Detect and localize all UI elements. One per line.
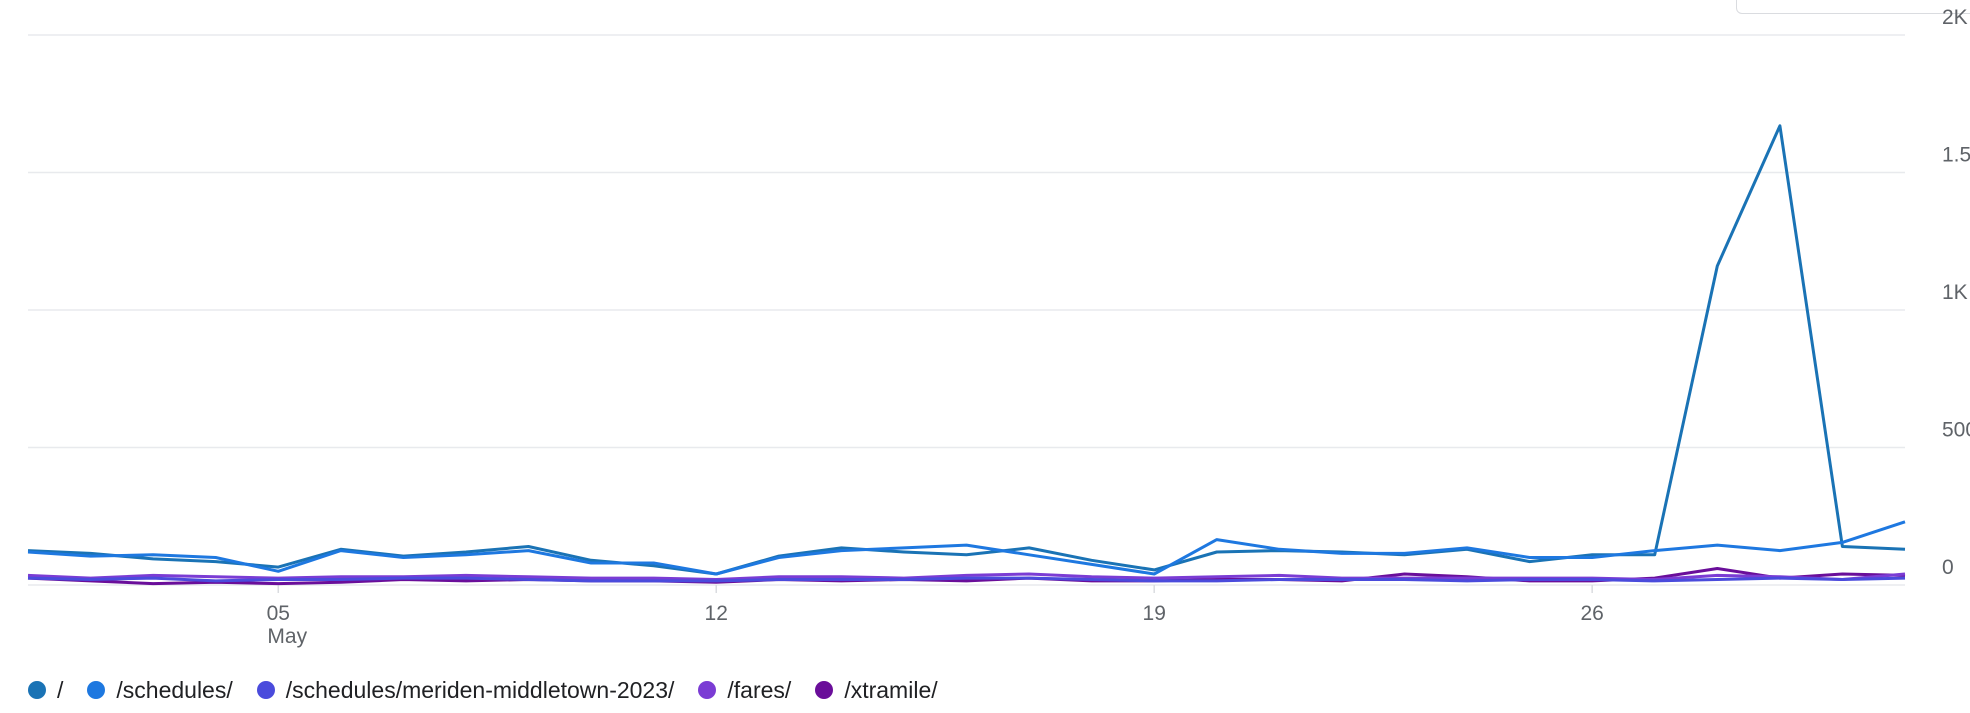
y-tick-label: 2K	[1942, 6, 1968, 29]
legend-item[interactable]: /	[28, 677, 63, 704]
y-axis-ticks: 0 500 1K 1.5K 2K	[1942, 6, 1970, 579]
legend-swatch	[256, 681, 275, 699]
legend-item[interactable]: /schedules/	[87, 676, 233, 704]
series-line	[27, 520, 1906, 576]
series-line	[27, 576, 1906, 583]
series-lines	[27, 124, 1906, 586]
legend-swatch	[698, 681, 717, 699]
top-dropdown-edge[interactable]	[1736, 0, 1970, 14]
legend-label: /schedules/meriden-middletown-2023/	[285, 676, 675, 703]
legend-label: /xtramile/	[844, 676, 938, 703]
gridlines	[28, 34, 1905, 586]
x-tick-sublabel: May	[267, 625, 307, 648]
legend-item[interactable]: /xtramile/	[815, 676, 938, 704]
legend-label: /	[57, 676, 64, 703]
legend-label: /schedules/	[116, 676, 233, 703]
y-tick-label: 1.5K	[1942, 144, 1970, 167]
y-tick-label: 500	[1942, 419, 1970, 442]
x-tick-label: 19	[1143, 602, 1166, 625]
chart-legend: / /schedules/ /schedules/meriden-middletow…	[28, 675, 962, 705]
legend-swatch	[87, 681, 106, 699]
legend-swatch	[28, 681, 46, 699]
x-tick-label: 26	[1580, 602, 1603, 625]
y-tick-label: 1K	[1942, 281, 1968, 304]
x-tick-label: 05	[267, 602, 290, 625]
legend-item[interactable]: /fares/	[698, 677, 791, 704]
legend-item[interactable]: /schedules/meriden-middletown-2023/	[256, 676, 675, 704]
series-line	[27, 124, 1906, 576]
y-tick-label: 0	[1942, 556, 1954, 579]
legend-label: /fares/	[727, 676, 792, 703]
legend-swatch	[815, 681, 834, 699]
x-tick-label: 12	[705, 602, 728, 625]
